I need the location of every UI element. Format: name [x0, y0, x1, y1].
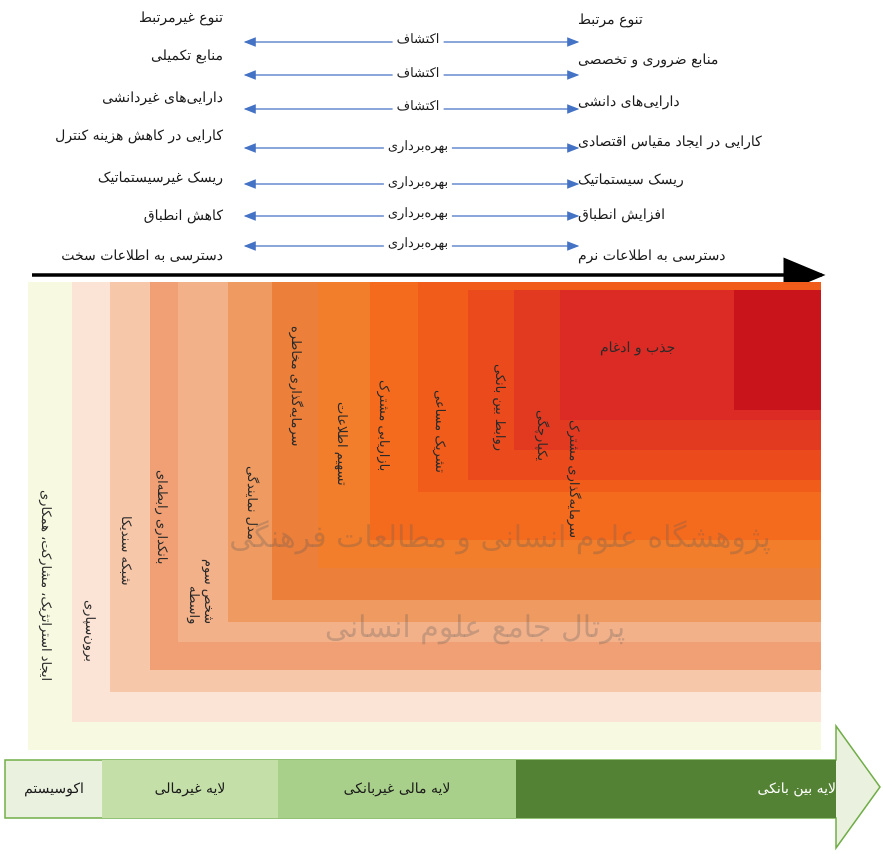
pair-right-label: افزایش انطباق: [578, 207, 666, 223]
band-ecosystem: اکوسیستم: [24, 781, 84, 797]
pair-middle-label: بهره‌برداری: [383, 139, 453, 154]
pair-left-label: ریسک غیرسیستماتیک: [97, 170, 223, 186]
layer-label-3: بانکداری رابطه‌ای: [154, 470, 169, 565]
pair-middle-label: اکتشاف: [392, 32, 444, 47]
layer-label-9: تشریک مساعی: [432, 390, 447, 473]
watermark-line2: پرتال جامع علوم انسانی: [324, 610, 626, 645]
layer-label-1: برون‌سپاری: [82, 600, 97, 662]
pair-middle-label: بهره‌برداری: [383, 206, 453, 221]
pair-left-label: کاهش انطباق: [143, 208, 223, 224]
band-interbank: لایه بین بانکی: [516, 760, 836, 818]
watermark-line1: پژوهشگاه علوم انسانی و مطالعات فرهنگی: [229, 520, 771, 555]
pair-right-label: دسترسی به اطلاعات نرم: [578, 248, 726, 264]
layer-label-4: شخص سوم واسطه: [186, 559, 216, 624]
layer-label-11: یکپارچگی: [534, 410, 549, 462]
pair-right-label: منابع ضروری و تخصصی: [578, 52, 719, 68]
pair-left-label: دسترسی به اطلاعات سخت: [61, 248, 223, 264]
pair-left-label: کارایی در کاهش هزینه کنترل: [55, 128, 223, 144]
layer-13: [734, 290, 821, 410]
pair-left-label: دارایی‌های غیردانشی: [102, 90, 223, 106]
pair-right-label: تنوع مرتبط: [578, 12, 643, 28]
layer-label-2: شبکه سندیکا: [118, 516, 133, 586]
band-nonbank-financial: لایه مالی غیربانکی: [278, 760, 516, 818]
layer-label-5: مدل نمایندگی: [244, 466, 259, 540]
band-nonfinancial: لایه غیرمالی: [102, 760, 278, 818]
pair-middle-label: بهره‌برداری: [383, 236, 453, 251]
layer-label-7: تسهیم اطلاعات: [334, 402, 349, 486]
pair-right-label: ریسک سیستماتیک: [578, 172, 684, 188]
pair-middle-label: بهره‌برداری: [383, 175, 453, 190]
layer-label-6: سرمایه‌گذاری مخاطره: [288, 326, 303, 447]
pair-middle-label: اکتشاف: [392, 66, 444, 81]
pair-right-label: دارایی‌های دانشی: [578, 94, 680, 110]
pair-right-label: کارایی در ایجاد مقیاس اقتصادی: [578, 134, 762, 150]
pair-left-label: تنوع غیرمرتبط: [138, 10, 223, 26]
layer-label-12: سرمایه‌گذاری مشترک: [566, 420, 581, 539]
layer-label-10: روابط بین بانکی: [492, 364, 507, 452]
pair-left-label: منابع تکمیلی: [150, 48, 223, 64]
layer-label-13: جذب و ادغام: [600, 340, 676, 356]
pair-middle-label: اکتشاف: [392, 99, 444, 114]
layer-label-8: بازاریابی مشترک: [376, 380, 391, 472]
layer-label-0: ایجاد استراتژیک، مشارکت، همکاری: [38, 490, 53, 682]
